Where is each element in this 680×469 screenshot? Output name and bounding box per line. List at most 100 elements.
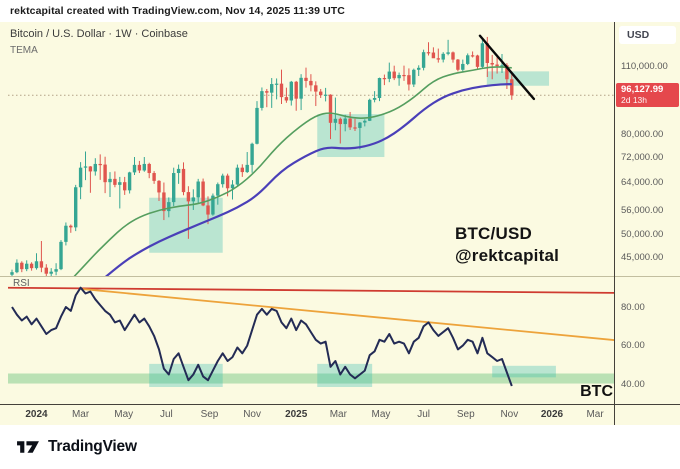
candle-body bbox=[93, 163, 97, 172]
candle-body bbox=[235, 167, 240, 185]
time-axis-label[interactable]: Mar bbox=[586, 409, 604, 420]
candle-body bbox=[240, 167, 244, 173]
rsi-bottom-box bbox=[492, 365, 556, 378]
chart-region[interactable]: Bitcoin / U.S. Dollar · 1W · Coinbase TE… bbox=[0, 22, 680, 425]
price-and-rsi-plot[interactable] bbox=[0, 22, 680, 425]
candle-body bbox=[353, 127, 357, 129]
breakdown-trendline[interactable] bbox=[478, 34, 536, 101]
candle-body bbox=[230, 184, 235, 189]
price-tick-label: 45,000.00 bbox=[621, 251, 664, 263]
bar-countdown: 2d 13h bbox=[621, 95, 647, 106]
candle-body bbox=[279, 83, 284, 98]
time-axis-label[interactable]: May bbox=[371, 409, 391, 420]
candle-body bbox=[470, 55, 475, 57]
candle-body bbox=[83, 166, 88, 168]
candle-body bbox=[132, 164, 137, 173]
time-axis-label[interactable]: 2025 bbox=[285, 409, 308, 420]
candle-body bbox=[186, 192, 191, 202]
candle-body bbox=[431, 52, 436, 59]
rsi-tick-label: 80.00 bbox=[621, 301, 645, 313]
candle-body bbox=[127, 172, 132, 191]
time-axis-label[interactable]: Mar bbox=[71, 409, 90, 420]
candle-body bbox=[216, 184, 220, 196]
rsi-falling-trendline[interactable] bbox=[82, 288, 615, 341]
time-axis-label[interactable]: Jul bbox=[159, 409, 173, 420]
watermark-handle: @rektcapital bbox=[455, 246, 560, 265]
last-price-badge: 96,127.99 2d 13h bbox=[616, 83, 679, 108]
attribution-bar: rektcapital created with TradingView.com… bbox=[0, 0, 680, 22]
time-axis-label[interactable]: Nov bbox=[243, 409, 261, 420]
candle-body bbox=[147, 163, 151, 174]
rsi-label[interactable]: RSI bbox=[13, 278, 30, 289]
candle-body bbox=[412, 69, 416, 85]
time-axis-label[interactable]: Jul bbox=[417, 409, 430, 420]
candle-body bbox=[54, 269, 58, 272]
candle-body bbox=[480, 43, 485, 67]
time-axis-label[interactable]: Nov bbox=[500, 409, 519, 420]
candle-body bbox=[69, 225, 73, 228]
candle-body bbox=[167, 202, 171, 212]
candle-body bbox=[466, 55, 470, 64]
candle-body bbox=[328, 94, 333, 123]
candle-body bbox=[118, 182, 122, 185]
candle-body bbox=[289, 81, 293, 101]
price-panel[interactable] bbox=[8, 34, 614, 286]
candle-body bbox=[441, 53, 445, 60]
candle-body bbox=[29, 263, 34, 269]
candle-body bbox=[245, 164, 249, 173]
indicator-legend-tema[interactable]: TEMA bbox=[10, 44, 38, 56]
footer-bar: TradingView bbox=[0, 425, 680, 469]
candle-body bbox=[201, 181, 205, 206]
candle-body bbox=[211, 195, 215, 215]
price-tick-label: 110,000.00 bbox=[621, 60, 668, 72]
price-tick-label: 72,000.00 bbox=[621, 151, 664, 163]
candle-body bbox=[500, 65, 504, 67]
candle-body bbox=[74, 187, 78, 228]
candle-body bbox=[490, 62, 494, 65]
candle-body bbox=[407, 75, 411, 85]
candle-body bbox=[152, 173, 156, 181]
candle-body bbox=[196, 181, 200, 198]
candle-body bbox=[25, 263, 29, 270]
candle-body bbox=[221, 175, 225, 185]
candle-body bbox=[225, 175, 230, 189]
watermark: BTC/USD @rektcapital bbox=[455, 223, 559, 267]
rsi-tick-label: 40.00 bbox=[621, 378, 645, 390]
currency-button[interactable]: USD bbox=[619, 26, 676, 44]
candle-body bbox=[44, 267, 48, 274]
candle-body bbox=[319, 91, 323, 96]
slow-ma-line bbox=[104, 83, 512, 276]
candle-body bbox=[446, 52, 450, 54]
candle-body bbox=[103, 164, 107, 183]
candle-body bbox=[421, 52, 426, 68]
candle-body bbox=[265, 91, 269, 93]
time-axis-label[interactable]: May bbox=[114, 409, 134, 420]
time-axis-label[interactable]: Sep bbox=[456, 409, 475, 420]
candle-body bbox=[294, 81, 298, 99]
time-axis-label[interactable]: Mar bbox=[329, 409, 347, 420]
price-tick-label: 80,000.00 bbox=[621, 129, 664, 140]
symbol-legend[interactable]: Bitcoin / U.S. Dollar · 1W · Coinbase bbox=[10, 28, 188, 40]
tradingview-brand: TradingView bbox=[48, 438, 137, 455]
candle-body bbox=[181, 168, 186, 193]
candle-body bbox=[485, 43, 489, 63]
price-tick-label: 64,000.00 bbox=[621, 176, 664, 188]
time-axis-label[interactable]: 2024 bbox=[25, 409, 48, 420]
candle-body bbox=[299, 77, 303, 99]
candle-body bbox=[172, 173, 176, 203]
candle-body bbox=[461, 63, 465, 70]
candle-body bbox=[358, 122, 362, 128]
candle-body bbox=[123, 182, 127, 191]
candle-body bbox=[250, 143, 254, 165]
candle-body bbox=[10, 272, 14, 275]
time-axis-label[interactable]: Sep bbox=[200, 409, 219, 420]
candle-body bbox=[475, 55, 480, 67]
time-axis-label[interactable]: 2026 bbox=[540, 409, 564, 420]
candle-body bbox=[304, 77, 308, 81]
rsi-panel[interactable] bbox=[7, 286, 620, 387]
last-price-value: 96,127.99 bbox=[621, 84, 664, 96]
rsi-resistance-line[interactable] bbox=[7, 286, 620, 294]
candle-body bbox=[368, 99, 372, 121]
price-tick-label: 50,000.00 bbox=[621, 229, 664, 241]
candle-body bbox=[309, 80, 313, 86]
